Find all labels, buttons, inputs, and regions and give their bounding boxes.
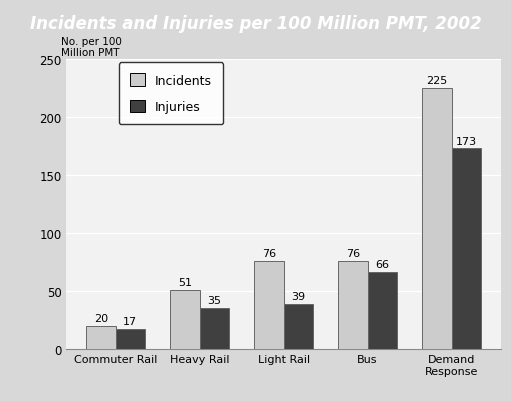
Text: 51: 51 — [178, 277, 192, 287]
Bar — [338, 261, 367, 349]
Text: No. per 100
Million PMT: No. per 100 Million PMT — [61, 36, 122, 58]
Text: 225: 225 — [426, 76, 448, 86]
Bar — [254, 261, 284, 349]
Text: 17: 17 — [123, 316, 137, 326]
Text: 173: 173 — [456, 136, 477, 146]
Bar — [200, 308, 229, 349]
Bar — [284, 304, 313, 349]
Text: 39: 39 — [291, 291, 306, 301]
Bar — [452, 149, 481, 349]
Text: 35: 35 — [207, 296, 221, 306]
Bar — [367, 273, 397, 349]
Bar — [170, 290, 200, 349]
Bar — [115, 329, 145, 349]
Text: 66: 66 — [375, 260, 389, 270]
Text: 76: 76 — [346, 248, 360, 258]
Bar — [86, 326, 115, 349]
Text: Incidents and Injuries per 100 Million PMT, 2002: Incidents and Injuries per 100 Million P… — [30, 15, 481, 33]
Text: 20: 20 — [94, 313, 108, 323]
Legend: Incidents, Injuries: Incidents, Injuries — [119, 63, 223, 125]
Text: 76: 76 — [262, 248, 276, 258]
Bar — [422, 89, 452, 349]
